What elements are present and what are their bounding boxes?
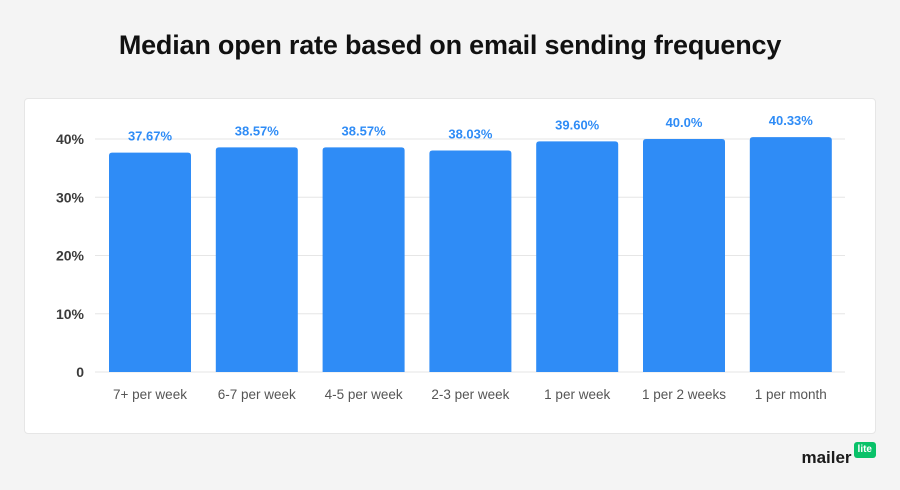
x-category-label: 1 per week [544, 387, 610, 402]
bar [429, 150, 512, 372]
x-category-label: 2-3 per week [431, 387, 509, 402]
bar-chart: 0 10% 20% 30% 40% 37.67% 38.57% 38.57% 38.03% 39… [56, 113, 845, 402]
bar-value-label: 38.57% [235, 123, 280, 138]
bar [322, 147, 405, 372]
bar-value-label: 40.33% [769, 113, 814, 128]
bar [643, 139, 725, 372]
y-tick-label: 40% [56, 131, 85, 147]
bar [536, 141, 619, 372]
y-tick-label: 0 [76, 364, 84, 380]
x-category-label: 7+ per week [113, 387, 187, 402]
chart-card: 0 10% 20% 30% 40% 37.67% 38.57% 38.57% 38.03% 39… [24, 98, 876, 434]
data-labels: 37.67% 38.57% 38.57% 38.03% 39.60% 40.0% 40.33… [128, 113, 813, 143]
bars [109, 137, 832, 372]
x-category-label: 6-7 per week [218, 387, 296, 402]
x-category-label: 4-5 per week [325, 387, 403, 402]
x-category-label: 1 per 2 weeks [642, 387, 726, 402]
y-tick-label: 20% [56, 248, 85, 264]
bar [109, 152, 191, 372]
logo-word: mailer [801, 448, 852, 467]
bar-value-label: 38.03% [448, 126, 493, 141]
y-tick-label: 30% [56, 189, 85, 205]
mailerlite-logo: mailer lite [801, 442, 876, 468]
y-tick-label: 10% [56, 306, 85, 322]
bar-value-label: 39.60% [555, 117, 600, 132]
logo-badge: lite [853, 442, 876, 458]
chart-title: Median open rate based on email sending … [118, 30, 782, 60]
bar [749, 137, 832, 372]
bar [215, 147, 298, 372]
bar-value-label: 38.57% [342, 123, 387, 138]
x-axis-categories: 7+ per week 6-7 per week 4-5 per week 2-3 p… [113, 387, 827, 402]
bar-value-label: 40.0% [666, 115, 703, 130]
x-category-label: 1 per month [755, 387, 827, 402]
y-axis-ticks: 0 10% 20% 30% 40% [56, 131, 85, 380]
bar-value-label: 37.67% [128, 129, 173, 144]
